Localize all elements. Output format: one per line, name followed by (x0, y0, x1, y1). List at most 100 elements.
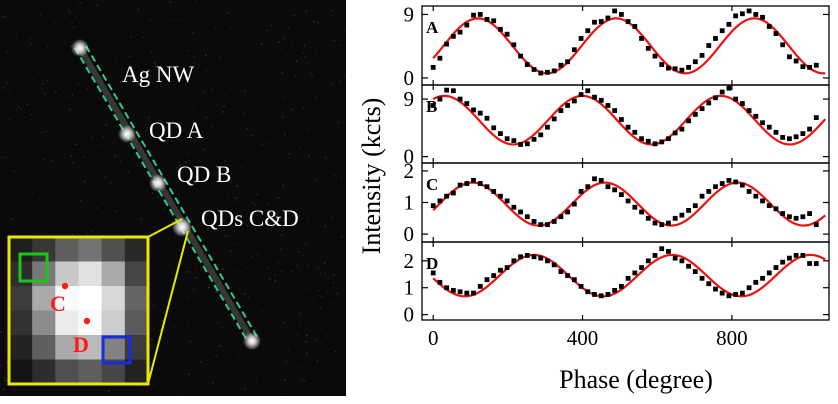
data-point (457, 29, 463, 35)
noise-speck (40, 13, 42, 15)
noise-speck (344, 14, 346, 17)
noise-speck (317, 289, 319, 292)
data-point (545, 258, 550, 264)
noise-speck (215, 291, 217, 293)
data-point (464, 22, 470, 28)
noise-speck (37, 33, 39, 35)
noise-speck (202, 148, 205, 151)
noise-speck (205, 314, 207, 316)
noise-speck (334, 174, 336, 176)
noise-speck (129, 55, 131, 58)
noise-speck (106, 154, 109, 156)
noise-speck (87, 196, 90, 199)
noise-speck (222, 169, 224, 171)
noise-speck (199, 267, 202, 270)
inset-pixel (32, 310, 56, 336)
x-tick-label: 400 (567, 326, 599, 350)
noise-speck (295, 161, 297, 163)
noise-speck (145, 129, 148, 132)
noise-speck (288, 349, 290, 351)
noise-speck (327, 291, 329, 294)
noise-speck (277, 262, 279, 264)
noise-speck (319, 272, 321, 274)
noise-speck (149, 18, 151, 21)
panel-frame (421, 241, 830, 321)
noise-speck (42, 83, 44, 85)
noise-speck (119, 160, 121, 162)
data-point (498, 131, 503, 136)
noise-speck (108, 1, 111, 3)
data-point (719, 290, 725, 296)
noise-speck (11, 218, 14, 220)
data-point (625, 19, 631, 24)
noise-speck (334, 351, 337, 353)
noise-speck (7, 89, 9, 91)
noise-speck (266, 29, 268, 32)
data-point (618, 117, 624, 122)
noise-speck (325, 157, 327, 159)
data-point (639, 136, 644, 142)
noise-speck (76, 6, 79, 8)
data-point (538, 70, 544, 76)
noise-speck (151, 338, 153, 340)
noise-speck (296, 60, 298, 62)
data-point (450, 190, 456, 196)
noise-speck (299, 313, 302, 315)
noise-speck (337, 141, 339, 144)
noise-speck (166, 55, 168, 57)
data-point (498, 26, 503, 32)
noise-speck (299, 322, 301, 324)
noise-speck (222, 111, 224, 113)
data-point (807, 261, 812, 266)
data-point (558, 108, 564, 113)
noise-speck (277, 197, 280, 199)
noise-speck (330, 302, 332, 305)
noise-speck (230, 286, 232, 289)
noise-speck (336, 292, 339, 295)
noise-speck (283, 322, 285, 324)
data-point (504, 31, 510, 37)
data-point (511, 138, 517, 144)
noise-speck (39, 198, 41, 200)
data-point (760, 198, 765, 204)
panel-label: A (426, 18, 439, 37)
noise-speck (192, 105, 195, 107)
noise-speck (340, 321, 342, 323)
data-point (498, 193, 503, 199)
noise-speck (40, 168, 42, 170)
data-point (518, 53, 523, 59)
data-point (518, 254, 523, 260)
noise-speck (247, 297, 250, 299)
noise-speck (267, 203, 269, 205)
noise-speck (337, 121, 340, 124)
noise-speck (330, 216, 332, 219)
noise-speck (285, 360, 287, 363)
noise-speck (0, 156, 3, 158)
panel-label: D (426, 254, 438, 273)
noise-speck (136, 78, 138, 80)
noise-speck (110, 181, 112, 184)
inset-pixel-grid (9, 237, 149, 385)
x-tick-label: 0 (428, 326, 439, 350)
noise-speck (232, 320, 234, 322)
data-point (545, 124, 550, 130)
noise-speck (275, 304, 278, 306)
noise-speck (295, 61, 297, 63)
noise-speck (277, 324, 279, 327)
noise-speck (6, 50, 8, 53)
data-point (645, 138, 651, 144)
noise-speck (310, 68, 313, 70)
data-point (713, 184, 718, 190)
noise-speck (120, 161, 122, 163)
intensity-phase-chart: 09A09B012C012D0400800 Intensity (kcts) P… (357, 2, 830, 394)
inset-pixel (55, 335, 79, 360)
noise-speck (265, 142, 268, 145)
noise-speck (139, 181, 141, 183)
noise-speck (150, 156, 152, 158)
data-point (800, 214, 806, 220)
noise-speck (305, 10, 308, 12)
data-point (679, 258, 685, 264)
noise-speck (216, 299, 218, 301)
noise-speck (250, 216, 252, 218)
panel-frame (421, 5, 830, 86)
